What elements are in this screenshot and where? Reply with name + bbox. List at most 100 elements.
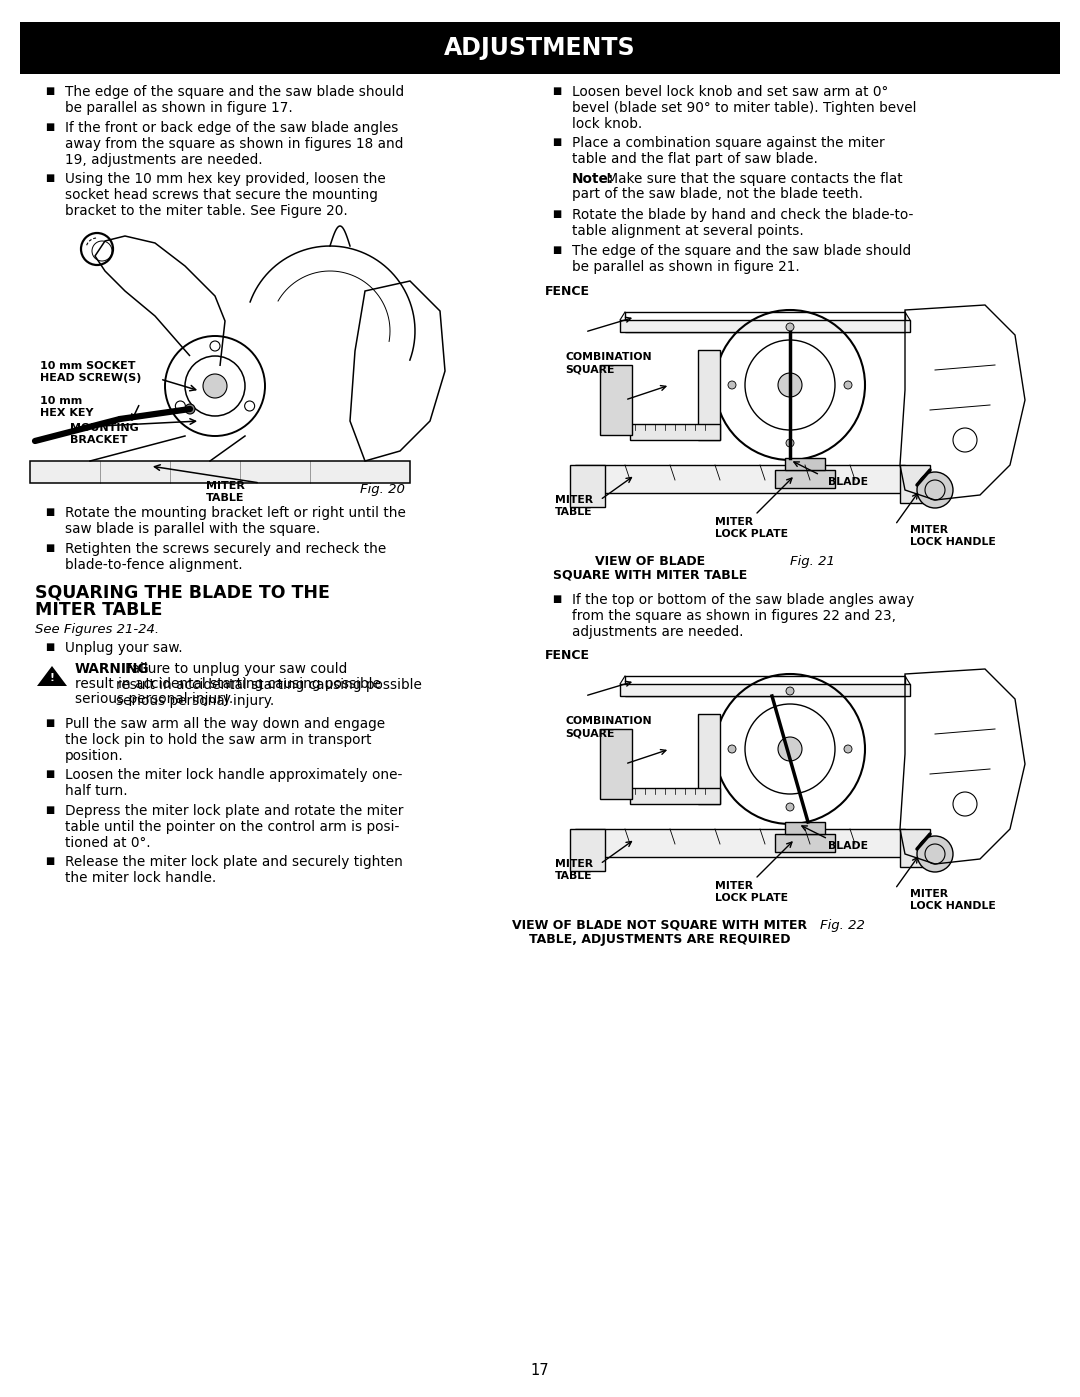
Text: ADJUSTMENTS: ADJUSTMENTS [444,36,636,60]
Text: !: ! [50,673,54,683]
Bar [900,828,930,868]
Text: Depress the miter lock plate and rotate the miter
table until the pointer on the: Depress the miter lock plate and rotate … [65,805,403,851]
Text: : Failure to unplug your saw could
result in accidental starting causing possibl: : Failure to unplug your saw could resul… [116,662,421,708]
Text: Retighten the screws securely and recheck the
blade-to-fence alignment.: Retighten the screws securely and rechec… [65,542,387,573]
Text: MITER
TABLE: MITER TABLE [205,481,244,503]
Text: WARNING: WARNING [75,662,150,676]
Bar [575,828,905,856]
Bar [620,685,910,696]
Circle shape [728,745,735,753]
Text: BLADE: BLADE [828,841,868,851]
Text: ■: ■ [552,244,562,256]
Text: COMBINATION
SQUARE: COMBINATION SQUARE [565,352,651,374]
Text: SQUARING THE BLADE TO THE: SQUARING THE BLADE TO THE [35,583,329,601]
Text: Rotate the blade by hand and check the blade-to-
table alignment at several poin: Rotate the blade by hand and check the b… [572,208,914,239]
Text: Fig. 21: Fig. 21 [789,555,835,569]
Text: Release the miter lock plate and securely tighten
the miter lock handle.: Release the miter lock plate and securel… [65,855,403,886]
Text: result in accidental starting causing possible: result in accidental starting causing po… [75,678,381,692]
Text: ■: ■ [45,173,55,183]
Text: MITER
LOCK HANDLE: MITER LOCK HANDLE [910,888,996,911]
Text: VIEW OF BLADE: VIEW OF BLADE [595,555,705,569]
Bar [785,458,825,469]
Circle shape [185,404,195,414]
Text: If the top or bottom of the saw blade angles away
from the square as shown in fi: If the top or bottom of the saw blade an… [572,592,915,640]
Circle shape [778,373,802,397]
Bar [21,22,1059,74]
Text: part of the saw blade, not the blade teeth.: part of the saw blade, not the blade tee… [572,187,863,201]
Text: serious personal injury.: serious personal injury. [75,692,233,705]
Bar [698,714,720,805]
Text: ■: ■ [45,87,55,96]
Text: Note:: Note: [572,172,615,186]
Bar [625,676,905,696]
Bar [900,465,930,503]
Circle shape [203,374,227,398]
Text: COMBINATION
SQUARE: COMBINATION SQUARE [565,717,651,739]
Text: MOUNTING
BRACKET: MOUNTING BRACKET [70,423,138,446]
Circle shape [917,835,953,872]
Bar [775,469,835,488]
Bar [625,312,905,332]
Text: ■: ■ [552,137,562,147]
Text: ■: ■ [45,643,55,652]
Bar [570,465,605,507]
Circle shape [786,323,794,331]
Polygon shape [37,666,67,686]
Text: ■: ■ [45,718,55,728]
Text: ■: ■ [552,594,562,604]
Text: 17: 17 [530,1363,550,1377]
Bar [698,351,720,440]
Text: ■: ■ [45,122,55,131]
Text: ■: ■ [552,87,562,96]
Text: ■: ■ [552,210,562,219]
Text: Make sure that the square contacts the flat: Make sure that the square contacts the f… [602,172,902,186]
Text: See Figures 21-24.: See Figures 21-24. [35,623,159,636]
Text: 10 mm SOCKET
HEAD SCREW(S): 10 mm SOCKET HEAD SCREW(S) [40,360,141,383]
Text: FENCE: FENCE [545,650,590,662]
Bar [630,788,720,805]
Text: 10 mm
HEX KEY: 10 mm HEX KEY [40,395,94,418]
Text: SQUARE WITH MITER TABLE: SQUARE WITH MITER TABLE [553,569,747,583]
Text: FENCE: FENCE [545,285,590,298]
Circle shape [786,439,794,447]
Bar [630,425,720,440]
Text: Rotate the mounting bracket left or right until the
saw blade is parallel with t: Rotate the mounting bracket left or righ… [65,506,406,536]
Bar [775,834,835,852]
Text: Fig. 20: Fig. 20 [360,483,405,496]
Bar [600,365,632,434]
Text: Using the 10 mm hex key provided, loosen the
socket head screws that secure the : Using the 10 mm hex key provided, loosen… [65,172,386,218]
Text: Unplug your saw.: Unplug your saw. [65,641,183,655]
Text: MITER
LOCK HANDLE: MITER LOCK HANDLE [910,525,996,548]
Text: Loosen the miter lock handle approximately one-
half turn.: Loosen the miter lock handle approximate… [65,768,403,798]
Bar [570,828,605,870]
Circle shape [786,803,794,812]
Text: MITER
LOCK PLATE: MITER LOCK PLATE [715,882,788,904]
Text: If the front or back edge of the saw blade angles
away from the square as shown : If the front or back edge of the saw bla… [65,122,403,168]
Bar [30,461,410,483]
Bar [600,729,632,799]
Bar [575,465,905,493]
Text: The edge of the square and the saw blade should
be parallel as shown in figure 2: The edge of the square and the saw blade… [572,244,912,274]
Text: MITER
TABLE: MITER TABLE [555,859,593,882]
Text: MITER
LOCK PLATE: MITER LOCK PLATE [715,517,788,539]
Text: ■: ■ [45,805,55,814]
Text: The edge of the square and the saw blade should
be parallel as shown in figure 1: The edge of the square and the saw blade… [65,85,404,115]
Text: ■: ■ [45,543,55,553]
Text: Loosen bevel lock knob and set saw arm at 0°
bevel (blade set 90° to miter table: Loosen bevel lock knob and set saw arm a… [572,85,917,131]
Text: MITER
TABLE: MITER TABLE [555,495,593,517]
Text: ■: ■ [45,507,55,517]
Circle shape [778,738,802,761]
Text: VIEW OF BLADE NOT SQUARE WITH MITER: VIEW OF BLADE NOT SQUARE WITH MITER [512,919,808,932]
Circle shape [210,341,220,351]
Circle shape [843,745,852,753]
Circle shape [245,401,255,411]
Circle shape [917,472,953,509]
Text: TABLE, ADJUSTMENTS ARE REQUIRED: TABLE, ADJUSTMENTS ARE REQUIRED [529,933,791,946]
Text: Place a combination square against the miter
table and the flat part of saw blad: Place a combination square against the m… [572,136,885,166]
Bar [785,821,825,834]
Text: Pull the saw arm all the way down and engage
the lock pin to hold the saw arm in: Pull the saw arm all the way down and en… [65,717,386,763]
Text: Fig. 22: Fig. 22 [820,919,865,932]
Circle shape [786,687,794,694]
Text: MITER TABLE: MITER TABLE [35,601,162,619]
Text: BLADE: BLADE [828,476,868,488]
